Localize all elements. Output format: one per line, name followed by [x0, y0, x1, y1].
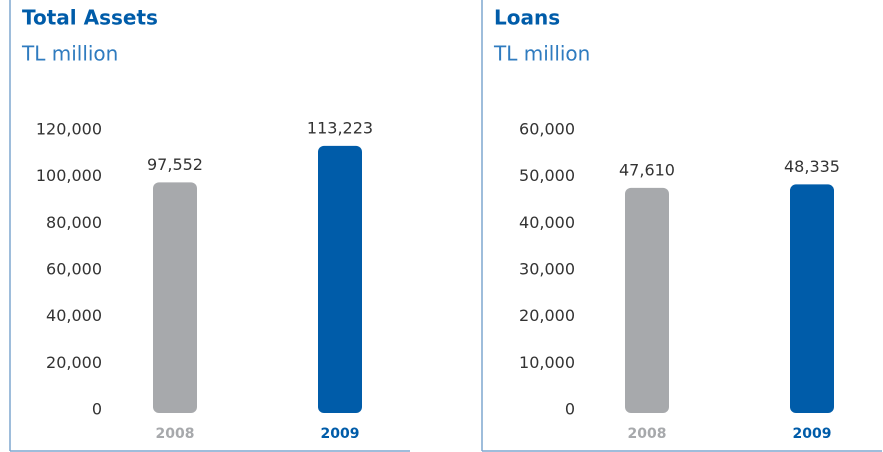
y-tick-label: 0 — [565, 400, 575, 419]
y-tick-label: 0 — [92, 400, 102, 419]
y-tick-label: 100,000 — [36, 166, 102, 185]
y-tick-label: 30,000 — [519, 260, 575, 279]
y-tick-label: 120,000 — [36, 120, 102, 139]
bar — [318, 145, 362, 414]
y-tick-label: 40,000 — [46, 306, 102, 325]
y-tick-label: 20,000 — [519, 306, 575, 325]
chart-title: Loans — [494, 6, 560, 30]
category-label: 2008 — [156, 426, 195, 442]
y-tick-label: 50,000 — [519, 166, 575, 185]
value-label: 113,223 — [307, 118, 373, 137]
chart-subtitle: TL million — [21, 42, 118, 66]
y-tick-label: 60,000 — [519, 120, 575, 139]
category-label: 2008 — [628, 426, 667, 442]
bar — [153, 182, 197, 413]
y-tick-label: 40,000 — [519, 213, 575, 232]
y-tick-label: 60,000 — [46, 260, 102, 279]
value-label: 97,552 — [147, 155, 203, 174]
y-tick-label: 20,000 — [46, 353, 102, 372]
category-label: 2009 — [321, 426, 360, 442]
category-label: 2009 — [793, 426, 832, 442]
bar — [790, 184, 834, 413]
chart-title: Total Assets — [22, 6, 158, 30]
bar — [625, 187, 669, 413]
value-label: 47,610 — [619, 160, 675, 179]
value-label: 48,335 — [784, 157, 840, 176]
chart-subtitle: TL million — [493, 42, 590, 66]
y-tick-label: 80,000 — [46, 213, 102, 232]
y-tick-label: 10,000 — [519, 353, 575, 372]
